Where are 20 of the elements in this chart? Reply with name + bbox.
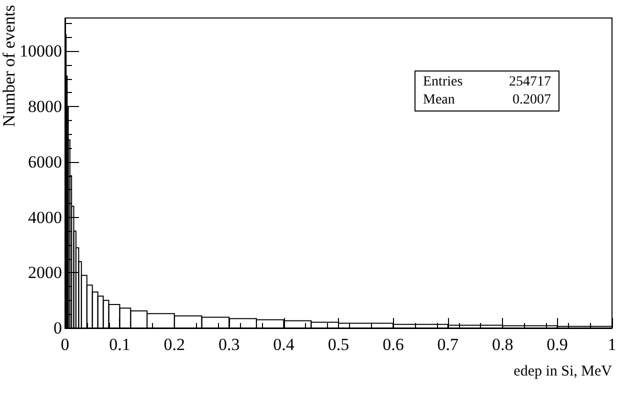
y-tick-label: 10000	[20, 42, 62, 61]
y-tick-label: 0	[54, 318, 62, 338]
x-tick-label: 1	[608, 335, 616, 354]
x-axis-title: edep in Si, MeV	[514, 364, 612, 380]
x-tick-label: 0.9	[546, 335, 568, 354]
text: Entries 254717	[423, 74, 551, 90]
x-tick-label: 0.6	[382, 335, 404, 354]
y-tick-label: 8000	[28, 97, 62, 116]
x-tick-label: 0.4	[273, 335, 295, 354]
x-tick-label: 0.8	[492, 335, 514, 354]
y-tick-label: 6000	[28, 152, 62, 172]
x-tick-label: 0.5	[328, 335, 350, 354]
text: Mean 0.2007	[423, 92, 551, 108]
y-tick-label: 4000	[28, 208, 62, 227]
x-tick-label: 0.3	[218, 335, 240, 354]
x-tick-label: 0.1	[109, 335, 130, 354]
x-tick-label: 0.7	[437, 335, 460, 354]
y-axis-title: Number of events	[0, 5, 18, 127]
y-tick-label: 2000	[28, 263, 62, 282]
x-tick-label: 0.2	[164, 335, 186, 354]
